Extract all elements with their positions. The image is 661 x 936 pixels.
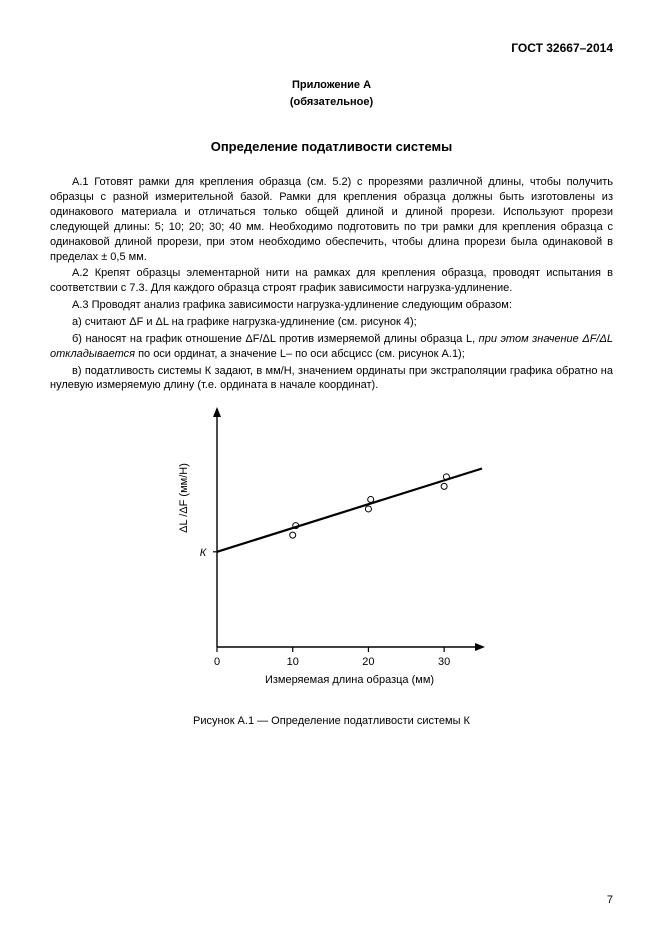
svg-text:0: 0	[213, 656, 219, 668]
svg-text:ΔL /ΔF (мм/Н): ΔL /ΔF (мм/Н)	[178, 463, 190, 533]
compliance-chart: 0 10 20 30 К Измеряемая длина образца (мм) ΔL …	[162, 399, 502, 699]
a3b-post: по оси ординат, а значение L– по оси абс…	[138, 348, 465, 360]
a3b-pre: б) наносят на график отношение ΔF/ΔL про…	[72, 333, 479, 345]
svg-text:10: 10	[286, 656, 298, 668]
section-title: Определение податливости системы	[50, 138, 613, 156]
paragraph-a3v: в) податливость системы К задают, в мм/Н…	[50, 364, 613, 394]
svg-text:Измеряемая длина образца (мм): Измеряемая длина образца (мм)	[264, 674, 433, 686]
appendix-mandatory: (обязательное)	[50, 95, 613, 110]
paragraph-a3b: б) наносят на график отношение ΔF/ΔL про…	[50, 332, 613, 362]
figure-a1: 0 10 20 30 К Измеряемая длина образца (мм) ΔL …	[50, 399, 613, 729]
paragraph-a3: А.3 Проводят анализ графика зависимости …	[50, 298, 613, 313]
paragraph-a1: А.1 Готовят рамки для крепления образца …	[50, 175, 613, 264]
svg-text:30: 30	[438, 656, 450, 668]
page-number: 7	[607, 893, 613, 908]
figure-caption: Рисунок А.1 — Определение податливости с…	[50, 714, 613, 729]
paragraph-a3a: а) считают ΔF и ΔL на графике нагрузка-у…	[50, 315, 613, 330]
paragraph-a2: А.2 Крепят образцы элементарной нити на …	[50, 266, 613, 296]
svg-text:20: 20	[362, 656, 374, 668]
doc-code: ГОСТ 32667–2014	[50, 40, 613, 56]
svg-text:К: К	[199, 547, 206, 559]
appendix-label: Приложение А	[50, 78, 613, 93]
page: ГОСТ 32667–2014 Приложение А (обязательн…	[0, 0, 661, 936]
